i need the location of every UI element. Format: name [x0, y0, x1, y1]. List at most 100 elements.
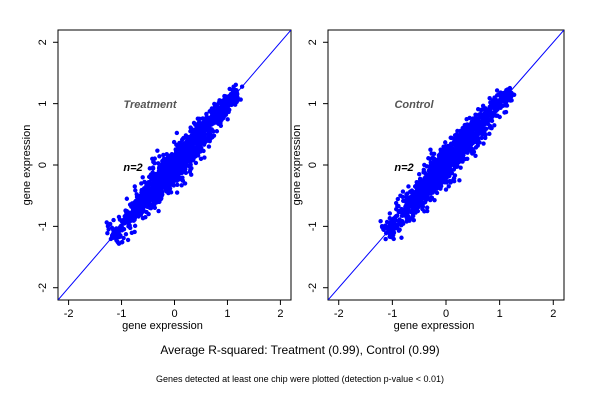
data-point [168, 153, 173, 159]
data-point [401, 198, 406, 204]
data-point [121, 235, 126, 241]
y-tick-label: 2 [307, 39, 319, 45]
data-point [454, 145, 459, 150]
data-point [454, 132, 459, 137]
data-point [427, 156, 433, 162]
data-point [496, 92, 502, 97]
data-point [111, 227, 116, 232]
data-point [400, 221, 406, 226]
data-point [217, 113, 222, 119]
data-point [386, 226, 392, 231]
data-point [505, 91, 510, 96]
data-point [442, 170, 447, 175]
x-tick-label: -2 [64, 308, 74, 320]
data-point [437, 173, 442, 178]
data-point [200, 125, 205, 131]
data-point [139, 195, 145, 200]
data-point [189, 140, 195, 146]
data-point [400, 189, 406, 194]
data-point [427, 168, 432, 173]
data-point [458, 158, 463, 163]
data-point [467, 143, 473, 149]
data-point [433, 183, 439, 188]
data-point [404, 196, 409, 202]
group-annotation: Treatment [124, 99, 178, 111]
data-point [232, 93, 237, 99]
x-axis-label: gene expression [394, 320, 475, 332]
data-point [399, 235, 404, 240]
data-point [124, 212, 129, 218]
data-point [424, 164, 430, 169]
data-point [458, 147, 463, 152]
data-point [446, 184, 451, 189]
data-point [181, 147, 186, 153]
data-point [161, 156, 167, 162]
data-point [483, 117, 489, 123]
data-point [479, 135, 484, 141]
data-point [431, 156, 436, 161]
data-point [428, 147, 433, 152]
data-point [222, 102, 228, 108]
data-point [411, 218, 417, 223]
y-tick-label: 1 [37, 101, 49, 107]
data-point [444, 179, 450, 185]
data-point [157, 164, 162, 170]
data-point [159, 184, 164, 189]
data-point [140, 188, 145, 193]
data-point [214, 129, 220, 134]
data-point [387, 215, 392, 221]
data-point [157, 199, 162, 205]
data-point [201, 129, 207, 135]
data-point [188, 129, 193, 134]
data-point [233, 87, 238, 93]
data-point [180, 137, 185, 142]
data-point [179, 183, 184, 188]
data-point [218, 106, 223, 112]
x-tick-label: 2 [550, 308, 556, 320]
data-point [461, 136, 466, 141]
data-point [403, 210, 408, 215]
data-point [446, 161, 451, 166]
data-point [476, 112, 482, 117]
data-point [430, 190, 435, 195]
data-point [395, 196, 401, 202]
data-point [187, 152, 193, 157]
data-point [504, 103, 510, 108]
data-point [137, 198, 142, 203]
data-point [422, 200, 428, 205]
data-point [209, 111, 215, 116]
data-point [483, 110, 488, 115]
data-point [115, 227, 120, 233]
data-point [411, 204, 417, 209]
data-point [159, 196, 164, 201]
data-point [443, 147, 448, 152]
data-point [383, 236, 388, 242]
data-point [168, 190, 174, 195]
data-point [202, 155, 207, 160]
data-point [492, 123, 497, 128]
data-point [151, 159, 156, 165]
x-tick-label: 0 [443, 308, 449, 320]
data-point [198, 148, 203, 154]
data-point [186, 158, 191, 164]
data-point [132, 223, 138, 229]
x-axis-label: gene expression [122, 320, 203, 332]
data-point [177, 141, 182, 146]
data-point [193, 126, 199, 132]
data-point [139, 192, 145, 197]
data-point [173, 168, 179, 173]
data-point [492, 101, 497, 106]
data-point [143, 214, 148, 220]
data-point [480, 129, 485, 135]
data-point [416, 172, 422, 177]
data-point [143, 199, 148, 204]
data-point [434, 158, 439, 163]
data-point [230, 98, 235, 103]
data-point [221, 98, 226, 103]
data-point [428, 181, 434, 186]
data-point [425, 177, 431, 182]
data-point [124, 196, 130, 201]
data-point [396, 203, 401, 209]
data-point [173, 147, 178, 152]
